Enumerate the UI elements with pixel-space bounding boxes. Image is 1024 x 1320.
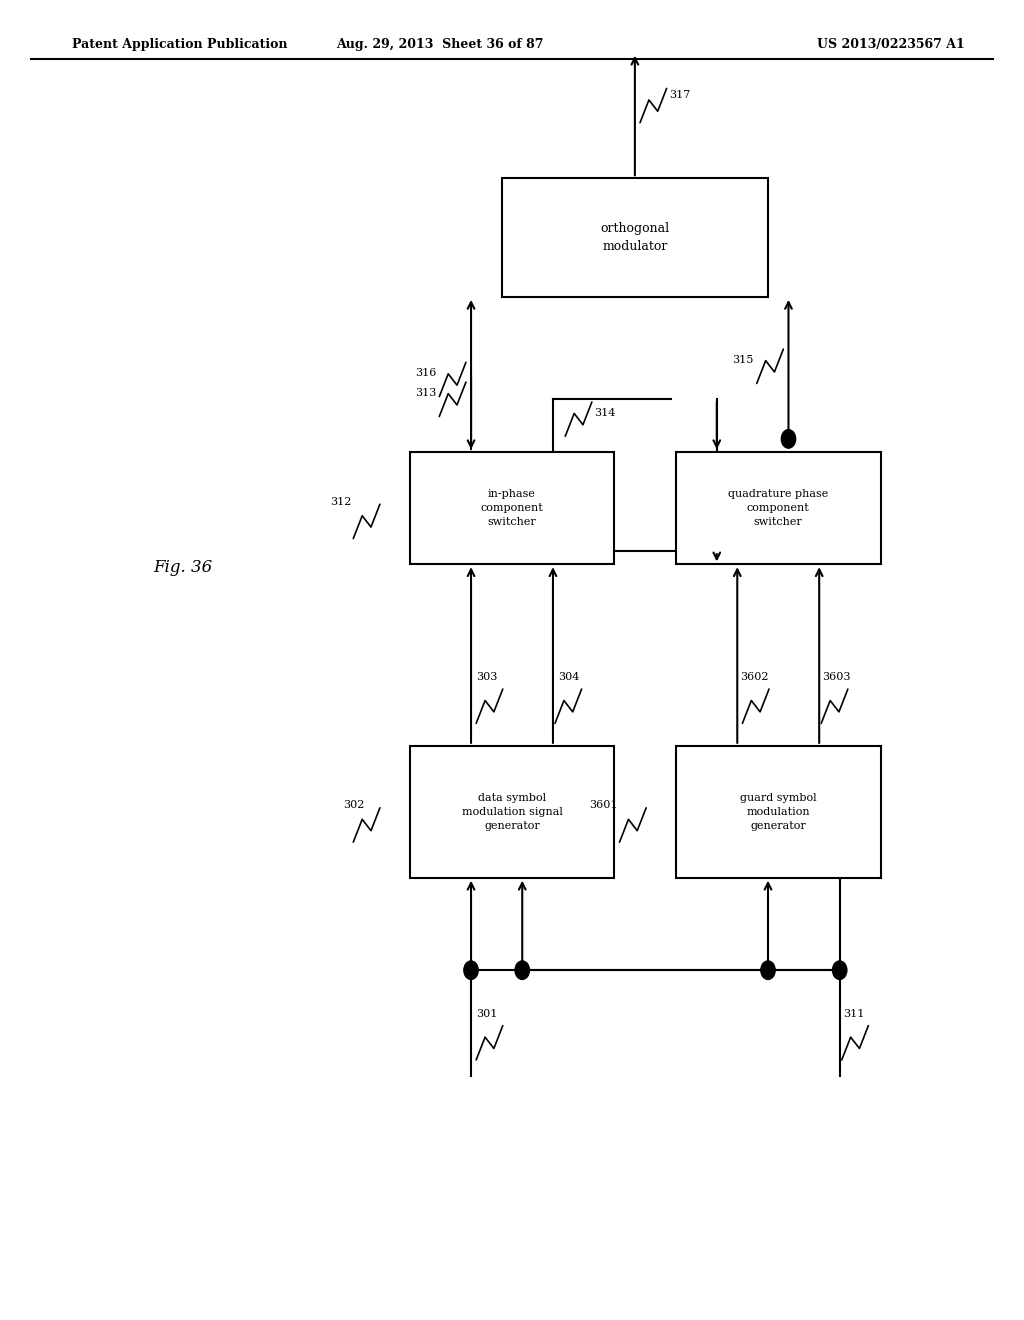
Bar bbox=[410, 746, 614, 878]
Text: 311: 311 bbox=[843, 1008, 864, 1019]
Text: Patent Application Publication: Patent Application Publication bbox=[72, 38, 287, 51]
Circle shape bbox=[761, 961, 775, 979]
Text: Fig. 36: Fig. 36 bbox=[154, 560, 213, 576]
Text: 3603: 3603 bbox=[822, 672, 851, 682]
Text: 3602: 3602 bbox=[740, 672, 769, 682]
Bar bbox=[676, 451, 881, 565]
Bar bbox=[410, 451, 614, 565]
Text: 3601: 3601 bbox=[589, 800, 617, 810]
Text: 302: 302 bbox=[343, 800, 365, 810]
Text: 316: 316 bbox=[415, 368, 436, 378]
Text: 313: 313 bbox=[415, 388, 436, 397]
Circle shape bbox=[781, 429, 796, 449]
Text: 314: 314 bbox=[594, 408, 615, 417]
Circle shape bbox=[833, 961, 847, 979]
Circle shape bbox=[515, 961, 529, 979]
Text: Aug. 29, 2013  Sheet 36 of 87: Aug. 29, 2013 Sheet 36 of 87 bbox=[337, 38, 544, 51]
Text: 301: 301 bbox=[476, 1008, 498, 1019]
Text: orthogonal
modulator: orthogonal modulator bbox=[600, 222, 670, 253]
Bar bbox=[502, 178, 768, 297]
Text: in-phase
component
switcher: in-phase component switcher bbox=[480, 490, 544, 527]
Bar bbox=[676, 746, 881, 878]
Text: 315: 315 bbox=[732, 355, 754, 364]
Text: quadrature phase
component
switcher: quadrature phase component switcher bbox=[728, 490, 828, 527]
Text: 317: 317 bbox=[669, 90, 690, 100]
Text: US 2013/0223567 A1: US 2013/0223567 A1 bbox=[817, 38, 965, 51]
Text: 312: 312 bbox=[330, 496, 351, 507]
Circle shape bbox=[464, 961, 478, 979]
Text: 303: 303 bbox=[476, 672, 498, 682]
Text: guard symbol
modulation
generator: guard symbol modulation generator bbox=[740, 793, 816, 830]
Text: 304: 304 bbox=[558, 672, 580, 682]
Text: data symbol
modulation signal
generator: data symbol modulation signal generator bbox=[462, 793, 562, 830]
